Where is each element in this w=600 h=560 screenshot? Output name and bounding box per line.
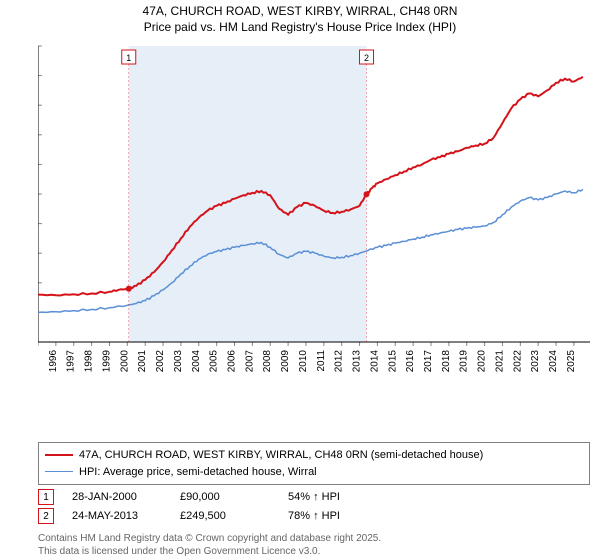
svg-text:2014: 2014: [369, 350, 380, 373]
chart-title: 47A, CHURCH ROAD, WEST KIRBY, WIRRAL, CH…: [0, 0, 600, 37]
svg-text:2005: 2005: [209, 350, 220, 373]
svg-text:2007: 2007: [244, 350, 255, 373]
svg-text:2000: 2000: [119, 350, 130, 373]
legend-label: HPI: Average price, semi-detached house,…: [79, 464, 317, 481]
marker-price: £90,000: [180, 491, 270, 503]
svg-text:2009: 2009: [280, 350, 291, 373]
svg-text:2001: 2001: [137, 350, 148, 373]
svg-text:2002: 2002: [155, 350, 166, 373]
svg-text:2006: 2006: [227, 350, 238, 373]
svg-text:2023: 2023: [530, 350, 541, 373]
svg-text:2011: 2011: [316, 350, 327, 372]
marker-number: 2: [38, 508, 54, 524]
svg-text:1995: 1995: [38, 350, 41, 373]
marker-delta: 78% ↑ HPI: [288, 510, 378, 522]
svg-text:2013: 2013: [352, 350, 363, 373]
svg-text:1997: 1997: [66, 350, 77, 373]
svg-text:2010: 2010: [298, 350, 309, 373]
marker-date: 24-MAY-2013: [72, 510, 162, 522]
marker-row: 1 28-JAN-2000 £90,000 54% ↑ HPI: [38, 489, 590, 505]
chart: £0£50,000£100,000£150,000£200,000£250,00…: [38, 42, 590, 402]
svg-text:2012: 2012: [334, 350, 345, 373]
legend-item: HPI: Average price, semi-detached house,…: [45, 464, 583, 481]
marker-delta: 54% ↑ HPI: [288, 491, 378, 503]
svg-text:1: 1: [126, 53, 131, 63]
title-line2: Price paid vs. HM Land Registry's House …: [0, 20, 600, 36]
svg-text:2024: 2024: [548, 350, 559, 373]
footnote-line2: This data is licensed under the Open Gov…: [38, 545, 590, 558]
svg-text:2018: 2018: [441, 350, 452, 373]
marker-date: 28-JAN-2000: [72, 491, 162, 503]
svg-text:2019: 2019: [459, 350, 470, 373]
legend-label: 47A, CHURCH ROAD, WEST KIRBY, WIRRAL, CH…: [79, 447, 483, 464]
svg-text:2: 2: [364, 53, 369, 63]
svg-text:1998: 1998: [84, 350, 95, 373]
svg-text:2008: 2008: [262, 350, 273, 373]
legend-swatch: [45, 454, 73, 456]
footnote: Contains HM Land Registry data © Crown c…: [38, 532, 590, 558]
svg-text:2022: 2022: [512, 350, 523, 373]
marker-number: 1: [38, 489, 54, 505]
marker-table: 1 28-JAN-2000 £90,000 54% ↑ HPI 2 24-MAY-2013…: [38, 486, 590, 527]
svg-text:2020: 2020: [477, 350, 488, 373]
svg-text:2016: 2016: [405, 350, 416, 373]
svg-text:2003: 2003: [173, 350, 184, 373]
svg-text:2015: 2015: [387, 350, 398, 373]
svg-text:2017: 2017: [423, 350, 434, 373]
svg-text:2004: 2004: [191, 350, 202, 373]
legend: 47A, CHURCH ROAD, WEST KIRBY, WIRRAL, CH…: [38, 442, 590, 485]
marker-row: 2 24-MAY-2013 £249,500 78% ↑ HPI: [38, 508, 590, 524]
legend-swatch: [45, 471, 73, 472]
svg-text:1999: 1999: [101, 350, 112, 373]
svg-text:2021: 2021: [494, 350, 505, 373]
svg-text:1996: 1996: [48, 350, 59, 373]
title-line1: 47A, CHURCH ROAD, WEST KIRBY, WIRRAL, CH…: [0, 4, 600, 20]
svg-text:2025: 2025: [566, 350, 577, 373]
marker-price: £249,500: [180, 510, 270, 522]
footnote-line1: Contains HM Land Registry data © Crown c…: [38, 532, 590, 545]
legend-item: 47A, CHURCH ROAD, WEST KIRBY, WIRRAL, CH…: [45, 447, 583, 464]
